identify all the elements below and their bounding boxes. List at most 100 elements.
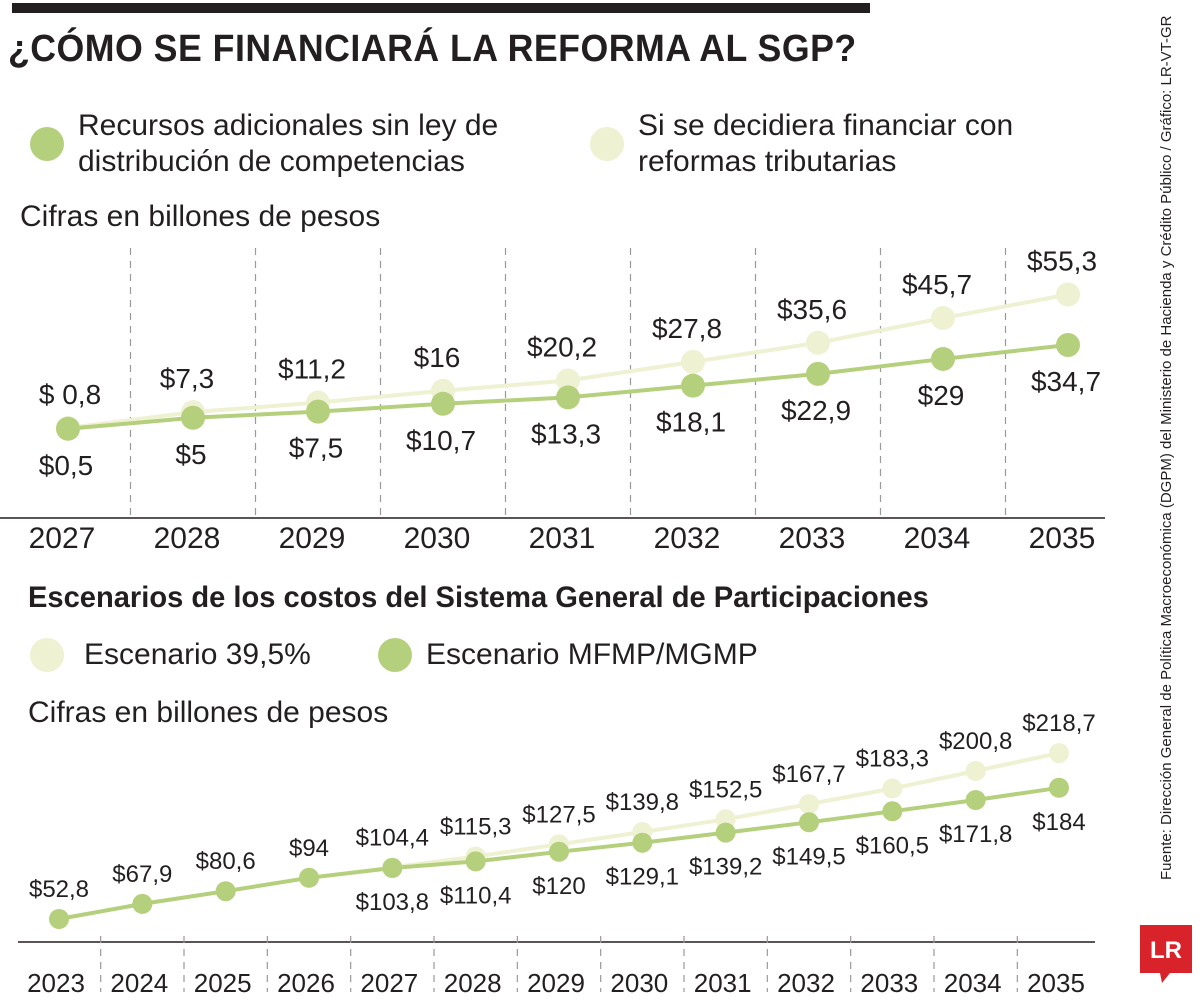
data-label-escenario-395: $200,8: [939, 728, 1012, 755]
data-label-escenario-mfmp: $160,5: [856, 832, 929, 859]
data-label-escenario-395: $67,9: [112, 861, 172, 888]
lr-logo-icon: LR: [1140, 925, 1192, 983]
data-point-escenario-mfmp: [299, 867, 319, 888]
data-label-escenario-mfmp: $184: [1032, 809, 1085, 836]
data-label-reformas: $ 0,8: [39, 379, 101, 410]
data-label-reformas: $35,6: [777, 294, 847, 325]
legend-label-escenario-mfmp: Escenario MFMP/MGMP: [426, 638, 758, 671]
data-point-reformas: [681, 349, 705, 374]
data-label-escenario-395: $127,5: [522, 801, 595, 828]
data-point-reformas: [1056, 282, 1080, 307]
legend-label-reformas: Si se decidiera financiar con reformas t…: [638, 109, 1014, 178]
chart2-subtitle: Cifras en billones de pesos: [28, 696, 389, 729]
data-label-recursos: $7,5: [289, 433, 344, 464]
data-label-escenario-395: $94: [289, 835, 329, 862]
data-label-escenario-395: $152,5: [689, 776, 762, 803]
data-label-escenario-395: $104,4: [356, 824, 429, 851]
x-tick-label: 2032: [777, 968, 835, 998]
data-point-recursos: [556, 385, 580, 410]
data-label-escenario-395: $167,7: [772, 761, 845, 788]
data-label-recursos: $22,9: [781, 395, 851, 426]
data-point-recursos: [931, 346, 955, 371]
x-tick-label: 2033: [779, 522, 846, 555]
x-tick-label: 2031: [694, 968, 752, 998]
data-label-escenario-395: $115,3: [440, 814, 512, 841]
x-tick-label: 2024: [110, 968, 168, 998]
data-point-escenario-mfmp: [632, 832, 653, 853]
data-point-escenario-395: [799, 794, 819, 815]
chart1-subtitle: Cifras en billones de pesos: [20, 200, 381, 233]
logo-text: LR: [1150, 937, 1182, 964]
data-label-reformas: $45,7: [902, 269, 972, 300]
chart2-title: Escenarios de los costos del Sistema Gen…: [28, 581, 929, 614]
source-note: Fuente: Dirección General de Política Ma…: [1158, 15, 1175, 880]
legend-item-reformas: Si se decidiera financiar con reformas t…: [590, 108, 1058, 180]
x-tick-label: 2030: [610, 968, 668, 998]
data-point-recursos: [1056, 332, 1080, 357]
x-tick-label: 2033: [860, 968, 918, 998]
data-label-escenario-mfmp: $103,8: [356, 889, 429, 916]
data-label-escenario-395: $52,8: [29, 876, 89, 903]
data-point-reformas: [556, 368, 580, 393]
data-point-escenario-mfmp: [965, 790, 986, 810]
x-tick-label: 2030: [404, 522, 471, 555]
data-label-escenario-mfmp: $120: [532, 873, 585, 900]
chart-sgp-costs: 2023 2024 2025 2026 2027 2028 2029 2030 2031 2032…: [18, 710, 1096, 998]
data-point-escenario-mfmp: [465, 851, 486, 872]
data-label-reformas: $27,8: [652, 313, 722, 344]
x-tick-label: 2025: [194, 968, 252, 998]
data-point-escenario-mfmp: [799, 812, 819, 833]
legend-item-recursos: Recursos adicionales sin ley de distribu…: [30, 108, 528, 180]
chart-financing: 2027 2028 2029 2030 2031 2032 2033 2034 2035 $ 0,…: [0, 246, 1105, 555]
data-label-escenario-mfmp: $139,2: [689, 854, 762, 881]
legend-dot-light: [590, 127, 624, 161]
legend-label-escenario-395: Escenario 39,5%: [84, 638, 311, 671]
data-point-recursos: [431, 391, 455, 416]
data-point-escenario-mfmp: [549, 841, 569, 862]
headline: ¿CÓMO SE FINANCIARÁ LA REFORMA AL SGP?: [8, 28, 857, 70]
data-point-reformas: [806, 330, 830, 355]
x-tick-label: 2031: [529, 522, 596, 555]
x-tick-label: 2034: [944, 968, 1002, 998]
data-point-reformas: [931, 306, 955, 331]
x-tick-label: 2028: [154, 522, 221, 555]
data-label-escenario-mfmp: $149,5: [772, 843, 845, 870]
x-tick-label: 2032: [654, 522, 721, 555]
data-label-recursos: $34,7: [1031, 366, 1101, 397]
legend-dot-light: [30, 638, 64, 672]
data-label-escenario-mfmp: $171,8: [939, 821, 1012, 848]
legend-dot-dark: [378, 638, 412, 672]
legend-label-recursos: Recursos adicionales sin ley de distribu…: [78, 109, 499, 178]
data-point-escenario-395: [1049, 743, 1069, 764]
data-label-escenario-mfmp: $129,1: [606, 864, 679, 891]
data-label-escenario-395: $183,3: [856, 746, 929, 773]
x-tick-label: 2034: [904, 522, 971, 555]
data-label-recursos: $13,3: [531, 418, 601, 449]
x-tick-label: 2028: [444, 968, 502, 998]
legend-item-escenario-395: Escenario 39,5%: [30, 637, 311, 673]
legend-item-escenario-mfmp: Escenario MFMP/MGMP: [378, 637, 758, 673]
data-point-escenario-mfmp: [49, 909, 69, 929]
legend-dot-dark: [30, 127, 64, 161]
data-label-reformas: $7,3: [160, 363, 215, 394]
data-point-escenario-mfmp: [132, 893, 153, 914]
data-label-escenario-395: $139,8: [606, 789, 679, 816]
data-label-recursos: $10,7: [406, 425, 476, 456]
data-label-recursos: $18,1: [656, 407, 726, 438]
data-label-reformas: $11,2: [278, 354, 346, 385]
x-tick-label: 2027: [360, 968, 418, 998]
data-label-reformas: $55,3: [1027, 246, 1097, 277]
x-tick-label: 2035: [1027, 968, 1085, 998]
data-label-escenario-mfmp: $110,4: [440, 882, 512, 909]
x-tick-label: 2035: [1029, 522, 1096, 555]
data-point-escenario-mfmp: [382, 858, 403, 878]
data-point-recursos: [56, 416, 80, 441]
data-label-reformas: $20,2: [527, 332, 597, 363]
data-label-recursos: $0,5: [39, 450, 94, 481]
data-point-escenario-mfmp: [1049, 777, 1069, 798]
x-tick-label: 2026: [277, 968, 335, 998]
data-label-reformas: $16: [414, 342, 461, 373]
data-point-escenario-mfmp: [715, 822, 736, 843]
data-label-recursos: $5: [175, 439, 206, 470]
data-label-recursos: $29: [918, 380, 965, 411]
